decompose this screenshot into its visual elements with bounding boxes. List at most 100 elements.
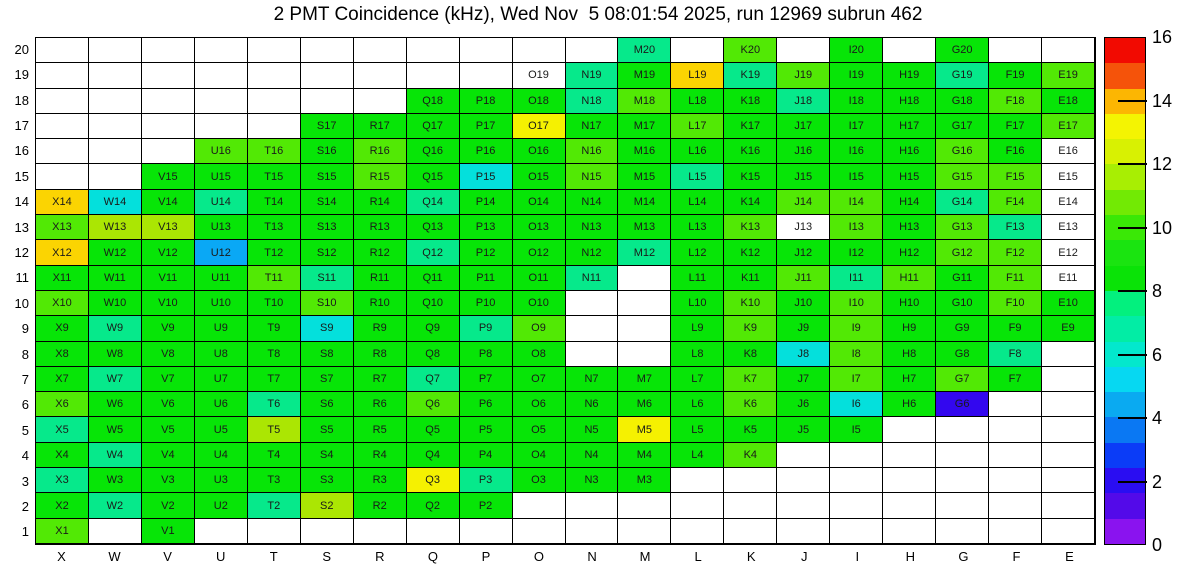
grid-cell-R7: R7 [353,366,407,393]
grid-cell-O4: O4 [512,442,566,469]
grid-cell-L7: L7 [671,366,725,393]
grid-cell-P18: P18 [459,88,513,114]
grid-cell-R10: R10 [353,290,407,317]
grid-cell-empty [989,38,1043,64]
grid-cell-L16: L16 [671,139,725,165]
grid-cell-empty [353,38,407,64]
colorbar-tick-label-2: 2 [1152,471,1163,492]
grid-cell-O11: O11 [512,265,566,291]
grid-cell-empty [88,88,142,114]
grid-cell-H14: H14 [883,189,937,216]
grid-cell-I20: I20 [830,38,884,64]
grid-cell-J8: J8 [777,341,831,367]
grid-cell-empty [88,113,142,140]
grid-cell-Q15: Q15 [406,164,460,190]
grid-cell-empty [724,468,778,494]
row-axis-label-15: 15 [14,168,29,184]
colorbar-tick-label-12: 12 [1152,154,1173,174]
grid-cell-Q17: Q17 [406,113,460,140]
grid-cell-V1: V1 [141,518,195,544]
grid-cell-S7: S7 [300,366,354,393]
col-axis-label-T: T [269,549,278,564]
grid-cell-F10: F10 [989,290,1043,317]
grid-cell-N14: N14 [565,189,619,216]
grid-cell-empty [618,493,672,519]
grid-cell-M20: M20 [618,38,672,64]
grid-cell-S4: S4 [300,442,354,469]
grid-cell-I19: I19 [830,63,884,89]
grid-cell-V4: V4 [141,442,195,469]
colorbar-tick [1118,163,1147,165]
colorbar-band [1105,392,1145,418]
grid-cell-S11: S11 [300,265,354,291]
grid-cell-R11: R11 [353,265,407,291]
grid-cell-Q5: Q5 [406,417,460,443]
grid-cell-Q16: Q16 [406,139,460,165]
colorbar-band [1105,113,1145,140]
grid-cell-empty [883,38,937,64]
grid-cell-empty [459,63,513,89]
grid-cell-N3: N3 [565,468,619,494]
grid-cell-M13: M13 [618,215,672,241]
grid-cell-M7: M7 [618,366,672,393]
colorbar-band [1105,518,1145,544]
grid-cell-J17: J17 [777,113,831,140]
grid-cell-empty [565,38,619,64]
grid-cell-P7: P7 [459,366,513,393]
grid-cell-U3: U3 [194,468,248,494]
grid-cell-E9: E9 [1042,316,1095,342]
grid-cell-O12: O12 [512,240,566,266]
grid-cell-F18: F18 [989,88,1043,114]
grid-cell-P10: P10 [459,290,513,317]
grid-cell-K13: K13 [724,215,778,241]
col-axis-label-U: U [215,549,226,564]
grid-cell-T15: T15 [247,164,301,190]
grid-cell-U7: U7 [194,366,248,393]
grid-cell-Q18: Q18 [406,88,460,114]
grid-cell-K14: K14 [724,189,778,216]
grid-cell-I11: I11 [830,265,884,291]
grid-cell-empty [300,88,354,114]
grid-cell-J5: J5 [777,417,831,443]
grid-cell-empty [1042,366,1095,393]
colorbar-tick-label-14: 14 [1152,90,1173,111]
grid-cell-N7: N7 [565,366,619,393]
grid-cell-V15: V15 [141,164,195,190]
grid-cell-empty [141,113,195,140]
grid-cell-I8: I8 [830,341,884,367]
col-axis-label-V: V [163,549,172,564]
grid-cell-G15: G15 [936,164,990,190]
grid-cell-empty [936,442,990,469]
grid-cell-X10: X10 [36,290,89,317]
grid-cell-S5: S5 [300,417,354,443]
grid-cell-H15: H15 [883,164,937,190]
grid-cell-E13: E13 [1042,215,1095,241]
grid-cell-K10: K10 [724,290,778,317]
grid-cell-H12: H12 [883,240,937,266]
grid-cell-H10: H10 [883,290,937,317]
grid-cell-empty [353,88,407,114]
grid-cell-empty [512,518,566,544]
colorbar-band [1105,38,1145,64]
grid-cell-X6: X6 [36,392,89,418]
row-axis-label-12: 12 [14,244,29,260]
grid-cell-G20: G20 [936,38,990,64]
grid-cell-empty [194,518,248,544]
grid-cell-T2: T2 [247,493,301,519]
page-title: 2 PMT Coincidence (kHz), Wed Nov 5 08:01… [273,4,923,25]
colorbar-band [1105,290,1145,317]
grid-cell-empty [777,493,831,519]
grid-cell-empty [194,113,248,140]
grid-cell-P16: P16 [459,139,513,165]
grid-cell-F7: F7 [989,366,1043,393]
grid-cell-I14: I14 [830,189,884,216]
grid-cell-P2: P2 [459,493,513,519]
grid-cell-N19: N19 [565,63,619,89]
row-axis-label-14: 14 [14,194,29,210]
row-axis-label-11: 11 [15,270,30,286]
row-axis-label-20: 20 [14,41,29,57]
grid-cell-L11: L11 [671,265,725,291]
grid-cell-Q13: Q13 [406,215,460,241]
grid-cell-K16: K16 [724,139,778,165]
grid-cell-empty [565,316,619,342]
